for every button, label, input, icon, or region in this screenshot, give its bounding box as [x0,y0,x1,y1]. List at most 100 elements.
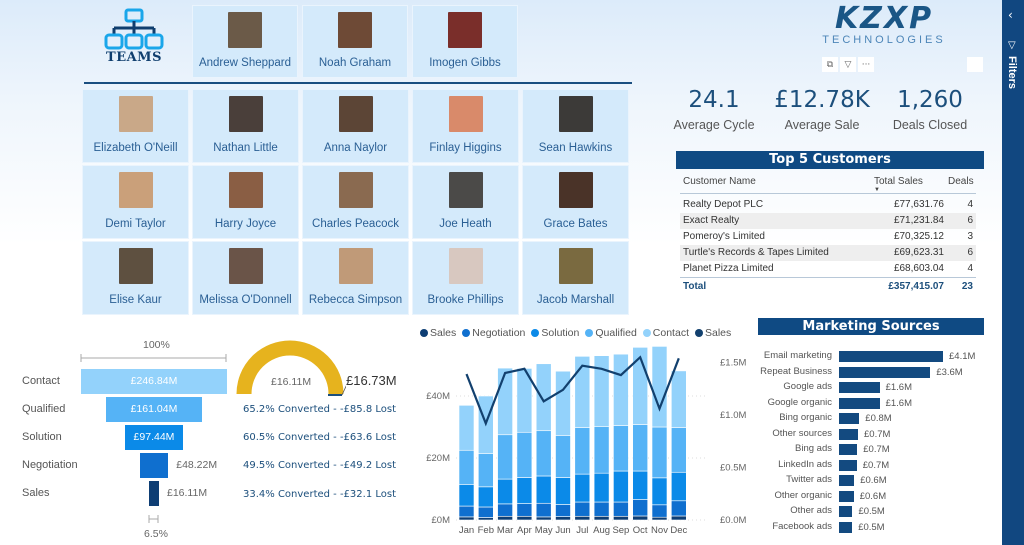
filters-label[interactable]: Filters [1006,56,1018,90]
sales-trend-line[interactable] [465,355,680,427]
team-member-card[interactable]: Grace Bates [522,165,629,239]
chart-bar-segment[interactable] [632,515,648,521]
funnel-bar[interactable]: £97.44M [125,425,183,450]
collapse-chevron-icon[interactable]: ‹ [1008,8,1013,22]
more-options-icon[interactable]: ··· [858,57,874,72]
chart-bar-segment[interactable] [651,477,668,506]
team-member-card[interactable]: Elizabeth O'Neill [82,89,189,163]
table-row[interactable]: Exact Realty £71,231.84 6 [680,213,976,229]
chart-bar-segment[interactable] [632,424,648,472]
team-leader-card[interactable]: Imogen Gibbs [412,5,518,78]
chart-bar-segment[interactable] [613,353,629,426]
marketing-source-bar[interactable] [839,351,943,362]
marketing-source-bar[interactable] [839,506,853,517]
team-member-card[interactable]: Anna Naylor [302,89,409,163]
team-member-card[interactable]: Charles Peacock [302,165,409,239]
chart-bar-segment[interactable] [458,484,475,507]
marketing-source-bar[interactable] [839,428,859,440]
team-member-card[interactable]: Demi Taylor [82,165,189,239]
chart-bar-segment[interactable] [593,515,610,521]
legend-item[interactable]: Negotiation [462,327,525,339]
marketing-source-bar[interactable] [839,366,931,378]
funnel-bar[interactable] [149,481,159,506]
chart-bar-segment[interactable] [516,431,533,478]
legend-item[interactable]: Sales [694,327,731,339]
chart-bar-segment[interactable] [535,516,552,521]
chart-bar-segment[interactable] [458,516,475,521]
chart-bar-segment[interactable] [535,430,552,477]
column-header-customer-name[interactable]: Customer Name [683,176,756,187]
chart-bar-segment[interactable] [574,515,591,521]
marketing-source-bar[interactable] [839,459,857,471]
chart-bar-segment[interactable] [497,503,513,517]
team-leader-card[interactable]: Andrew Sheppard [192,5,298,78]
chart-bar-segment[interactable] [593,426,610,474]
chart-bar-segment[interactable] [651,504,668,518]
chart-bar-segment[interactable] [535,475,552,504]
chart-bar-segment[interactable] [555,516,571,521]
marketing-source-bar[interactable] [839,490,854,502]
team-member-card[interactable]: Sean Hawkins [522,89,629,163]
chart-bar-segment[interactable] [593,355,610,427]
chart-bar-segment[interactable] [516,503,533,517]
chart-bar-segment[interactable] [478,506,494,518]
table-row[interactable]: Turtle's Records & Tapes Limited £69,623.… [680,245,976,261]
marketing-source-bar[interactable] [839,397,880,409]
chart-bar-segment[interactable] [516,515,533,521]
team-member-card[interactable]: Brooke Phillips [412,241,519,315]
team-leader-card[interactable]: Noah Graham [302,5,408,78]
chart-bar-segment[interactable] [555,504,571,517]
legend-item[interactable]: Solution [531,327,579,339]
legend-item[interactable]: Contact [642,327,689,339]
chart-bar-segment[interactable] [613,501,629,517]
funnel-bar[interactable]: £246.84M [81,369,227,394]
chart-bar-segment[interactable] [497,478,513,505]
team-member-card[interactable]: Nathan Little [192,89,299,163]
marketing-source-bar[interactable] [839,444,858,455]
legend-item[interactable]: Qualified [585,327,637,339]
team-member-card[interactable]: Melissa O'Donnell [192,241,299,315]
chart-bar-segment[interactable] [497,367,513,436]
copy-icon[interactable]: ⧉ [822,57,838,72]
chart-bar-segment[interactable] [613,425,629,472]
chart-bar-segment[interactable] [670,370,687,428]
chart-bar-segment[interactable] [651,346,668,428]
chart-bar-segment[interactable] [497,515,513,521]
chart-bar-segment[interactable] [516,477,533,504]
chart-bar-segment[interactable] [632,470,648,500]
column-header-deals[interactable]: Deals [948,176,974,187]
chart-bar-segment[interactable] [458,449,475,485]
chart-bar-segment[interactable] [458,505,475,518]
marketing-source-bar[interactable] [839,413,860,424]
table-row[interactable]: Realty Depot PLC £77,631.76 4 [683,199,973,210]
chart-bar-segment[interactable] [574,473,591,503]
team-member-card[interactable]: Rebecca Simpson [302,241,409,315]
team-member-card[interactable]: Finlay Higgins [412,89,519,163]
legend-item[interactable]: Sales [420,327,456,339]
table-row[interactable]: Pomeroy's Limited £70,325.12 3 [683,231,973,242]
chart-bar-segment[interactable] [670,515,687,521]
chart-bar-segment[interactable] [632,499,648,517]
chart-bar-segment[interactable] [613,470,629,503]
chart-bar-segment[interactable] [478,453,494,488]
team-member-card[interactable]: Elise Kaur [82,241,189,315]
chart-bar-segment[interactable] [535,502,552,518]
chart-bar-segment[interactable] [497,434,513,480]
chart-bar-segment[interactable] [593,501,610,517]
team-member-card[interactable]: Joe Heath [412,165,519,239]
funnel-bar[interactable] [139,453,169,478]
chart-bar-segment[interactable] [574,427,591,475]
team-member-card[interactable]: Harry Joyce [192,165,299,239]
chart-bar-segment[interactable] [555,435,571,478]
chart-bar-segment[interactable] [593,472,610,503]
chart-bar-segment[interactable] [613,515,629,521]
chart-bar-segment[interactable] [651,516,668,521]
marketing-source-bar[interactable] [839,475,855,486]
column-header-total-sales[interactable]: Total Sales ▼ [868,176,948,193]
chart-bar-segment[interactable] [670,471,687,502]
chart-bar-segment[interactable] [555,370,571,436]
table-row[interactable]: Planet Pizza Limited £68,603.04 4 [683,263,973,274]
chart-bar-segment[interactable] [478,486,494,508]
chart-bar-segment[interactable] [574,356,591,428]
marketing-source-bar[interactable] [839,382,880,393]
